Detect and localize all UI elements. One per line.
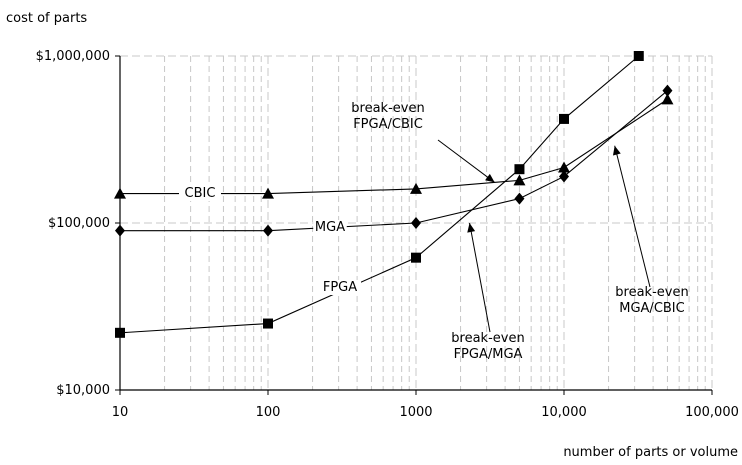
series-label-bg: [313, 220, 347, 235]
series-cbic: [114, 93, 674, 199]
series-line: [120, 98, 668, 195]
annotation-text: break-even: [615, 285, 688, 300]
triangle-marker: [661, 93, 674, 105]
x-tick-label: 10: [112, 405, 129, 420]
annotation-arrow-line: [469, 222, 491, 333]
series-label-bg: [179, 186, 221, 201]
series-label-fpga: FPGA: [323, 280, 357, 295]
series-label-mga: MGA: [315, 220, 345, 235]
annotation-arrow-line: [614, 145, 651, 288]
square-marker: [263, 318, 273, 329]
series-line: [120, 90, 668, 232]
series-group: [114, 51, 674, 338]
square-marker: [115, 327, 125, 338]
annotation-arrowhead: [467, 223, 476, 233]
series-fpga: [115, 51, 644, 338]
triangle-marker: [558, 161, 570, 173]
diamond-marker: [115, 224, 125, 237]
annotation-text: break-even: [351, 101, 424, 116]
diamond-marker: [559, 170, 569, 183]
labels-group: CBICMGAFPGAbreak-evenFPGA/CBICbreak-even…: [179, 101, 689, 362]
x-tick-label: 1000: [399, 405, 432, 420]
series-label-bg: [319, 280, 361, 295]
diamond-marker: [514, 192, 525, 205]
diamond-marker: [662, 84, 673, 97]
x-tick-label: 100: [256, 405, 281, 420]
x-tick-label: 10,000: [541, 405, 587, 420]
series-line: [120, 55, 640, 334]
annotation-text: MGA/CBIC: [619, 301, 684, 316]
y-tick-label: $1,000,000: [36, 49, 110, 64]
annotation-text: FPGA/CBIC: [353, 117, 423, 132]
square-marker: [633, 51, 644, 61]
diamond-marker: [411, 217, 421, 229]
diamond-marker: [263, 224, 273, 237]
y-tick-label: $100,000: [48, 216, 110, 231]
x-tick-label: 100,000: [685, 405, 739, 420]
triangle-marker: [410, 182, 422, 194]
series-mga: [115, 84, 673, 237]
annotation-arrow-line: [437, 139, 495, 183]
annotation-arrowhead: [612, 145, 621, 156]
annotation-arrowhead: [485, 173, 495, 183]
triangle-marker: [114, 187, 126, 199]
series-label-cbic: CBIC: [185, 186, 216, 201]
square-marker: [559, 113, 569, 124]
square-marker: [514, 164, 525, 175]
x-axis-label: number of parts or volume: [563, 445, 738, 460]
annotation-text: break-even: [451, 331, 524, 346]
y-tick-label: $10,000: [56, 383, 110, 398]
y-axis-label: cost of parts: [6, 11, 87, 26]
triangle-marker: [513, 174, 526, 186]
triangle-marker: [262, 187, 274, 199]
annotation-text: FPGA/MGA: [454, 347, 523, 362]
axes: 10 100 1000 10,000 100,000 $10,000 $100,000 $1,…: [36, 49, 739, 420]
square-marker: [411, 252, 421, 263]
